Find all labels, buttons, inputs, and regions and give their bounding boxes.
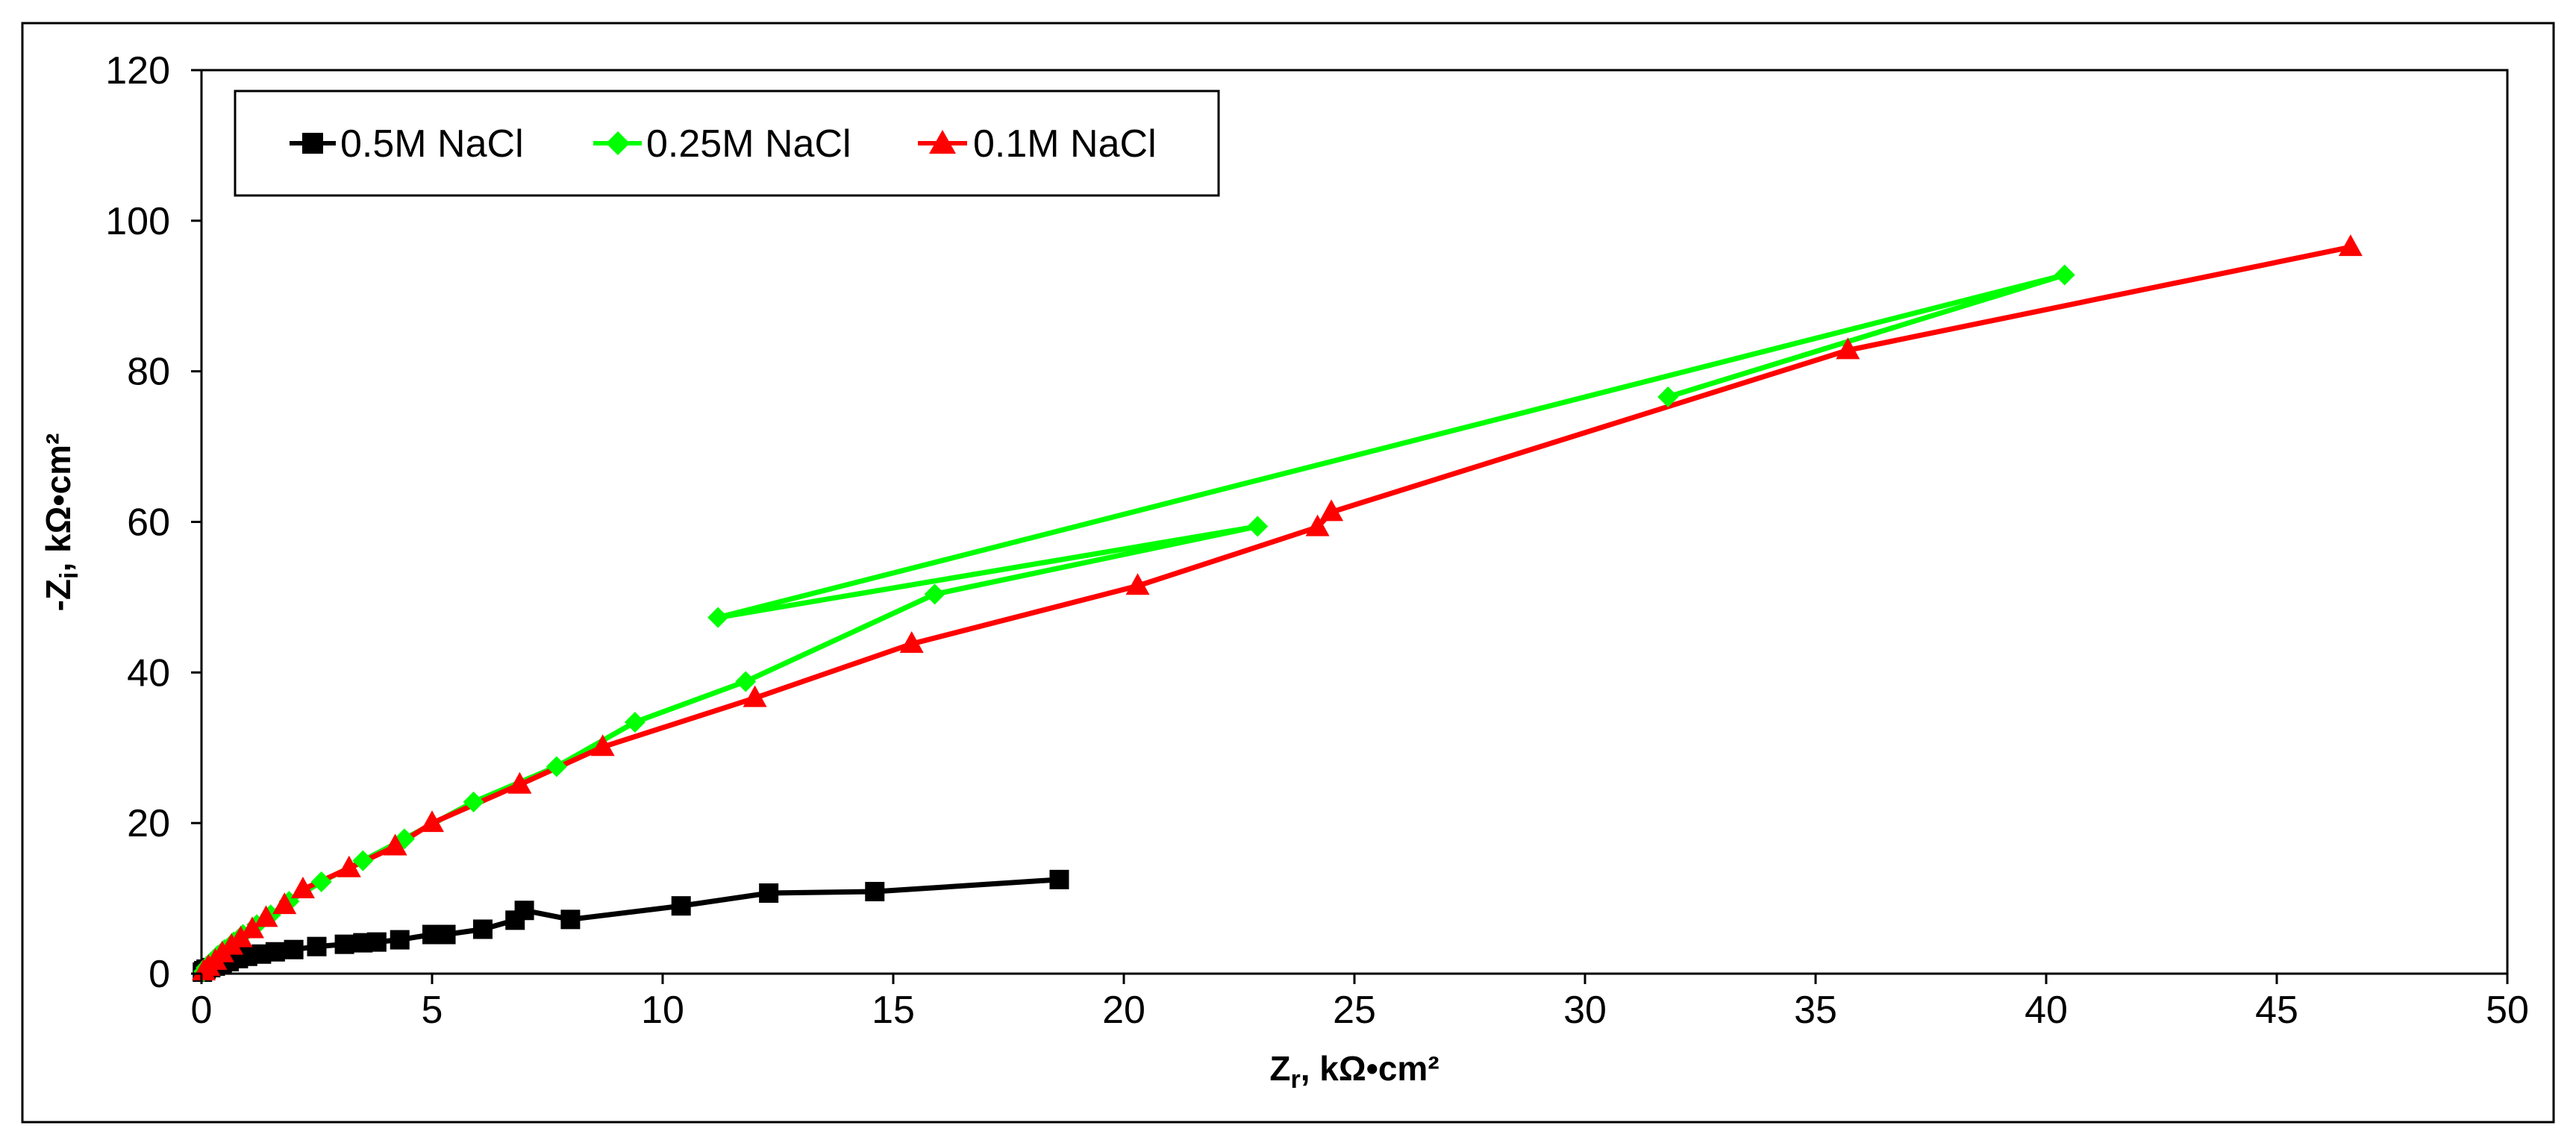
x-axis-ticks: 0 5 10 15 20 25 30 35 40 45 50 — [191, 974, 2529, 1032]
data-point-series-2 — [383, 833, 407, 856]
legend-entry-1: 0.25M NaCl — [593, 122, 851, 166]
data-point-series-1 — [624, 711, 645, 733]
data-point-series-1 — [707, 607, 729, 628]
data-point-series-1 — [924, 583, 945, 605]
data-point-series-1 — [735, 671, 757, 692]
data-point-series-1 — [352, 850, 374, 871]
y-axis-title-main: -Z — [39, 579, 78, 611]
data-point-series-1 — [545, 756, 567, 777]
x-tick-label: 40 — [2025, 989, 2068, 1032]
plot-area — [200, 69, 2509, 975]
legend-label-0: 0.5M NaCl — [340, 122, 524, 166]
data-point-series-1 — [463, 791, 484, 812]
x-axis-title-rest: , kΩ•cm² — [1301, 1049, 1439, 1088]
x-tick-label: 5 — [422, 989, 443, 1032]
data-point-series-2 — [228, 925, 253, 948]
y-tick-label: 100 — [105, 200, 170, 243]
data-point-series-2 — [420, 810, 444, 833]
y-axis-ticks: 0 20 40 60 80 100 120 — [105, 49, 201, 996]
y-tick-label: 80 — [127, 351, 170, 394]
x-tick-label: 10 — [641, 989, 684, 1032]
data-point-series-1 — [1657, 386, 1679, 407]
data-point-series-0 — [284, 939, 304, 959]
y-tick-label: 0 — [149, 953, 170, 996]
data-point-series-0 — [514, 901, 534, 921]
x-tick-label: 0 — [191, 989, 213, 1032]
x-tick-label: 35 — [1794, 989, 1837, 1032]
x-axis-title-sub: r — [1290, 1065, 1300, 1094]
data-point-series-2 — [337, 855, 361, 877]
data-point-series-0 — [436, 924, 456, 945]
data-point-series-2 — [240, 916, 264, 939]
data-point-series-2 — [272, 892, 297, 915]
x-axis-title: Zr, kΩ•cm² — [1269, 1049, 1439, 1094]
y-axis-title: -Zi, kΩ•cm² — [39, 433, 84, 612]
data-point-series-2 — [590, 734, 615, 757]
data-point-series-1 — [310, 871, 332, 892]
x-tick-label: 20 — [1102, 989, 1145, 1032]
data-point-series-2 — [899, 630, 924, 653]
data-point-series-2 — [507, 771, 532, 794]
data-point-series-2 — [2338, 234, 2363, 257]
x-tick-label: 15 — [872, 989, 915, 1032]
data-point-series-2 — [1836, 337, 1860, 360]
x-tick-label: 30 — [1563, 989, 1607, 1032]
y-axis-title-rest: , kΩ•cm² — [39, 433, 78, 572]
x-axis-title-main: Z — [1269, 1049, 1290, 1088]
y-tick-label: 120 — [105, 49, 170, 93]
legend-box — [234, 90, 1220, 197]
data-point-series-2 — [254, 905, 278, 927]
y-axis-title-sub: i — [55, 572, 84, 579]
legend-marker-diamond — [606, 131, 630, 155]
legend-entry-2: 0.1M NaCl — [918, 122, 1157, 166]
y-tick-label: 20 — [127, 802, 170, 845]
legend: 0.5M NaCl 0.25M NaCl 0.1M NaCl — [234, 90, 1220, 197]
data-point-series-0 — [307, 936, 327, 956]
y-tick-label: 40 — [127, 651, 170, 695]
legend-marker-square — [302, 133, 323, 154]
data-point-series-0 — [265, 942, 285, 962]
x-tick-label: 45 — [2255, 989, 2298, 1032]
data-point-series-0 — [759, 883, 779, 904]
data-point-series-0 — [472, 919, 493, 939]
data-point-series-1 — [1247, 516, 1269, 537]
data-point-series-0 — [1049, 869, 1069, 889]
data-point-series-2 — [290, 876, 315, 898]
data-point-series-2 — [1125, 573, 1150, 595]
x-tick-label: 25 — [1333, 989, 1376, 1032]
data-point-series-2 — [1305, 514, 1330, 536]
x-tick-label: 50 — [2486, 989, 2529, 1032]
legend-label-2: 0.1M NaCl — [973, 122, 1157, 166]
data-point-series-0 — [671, 896, 691, 916]
data-point-series-0 — [560, 909, 581, 930]
data-point-series-0 — [366, 932, 387, 952]
data-point-series-1 — [2054, 264, 2075, 286]
data-point-series-2 — [743, 685, 767, 707]
data-point-series-2 — [1319, 499, 1344, 522]
data-point-series-0 — [865, 882, 885, 902]
data-point-series-0 — [334, 934, 354, 954]
legend-marker-triangle — [929, 130, 956, 154]
y-tick-label: 60 — [127, 501, 170, 545]
series-markers — [192, 234, 2363, 982]
legend-entry-0: 0.5M NaCl — [290, 122, 524, 166]
legend-label-1: 0.25M NaCl — [646, 122, 851, 166]
data-point-series-0 — [390, 930, 410, 950]
